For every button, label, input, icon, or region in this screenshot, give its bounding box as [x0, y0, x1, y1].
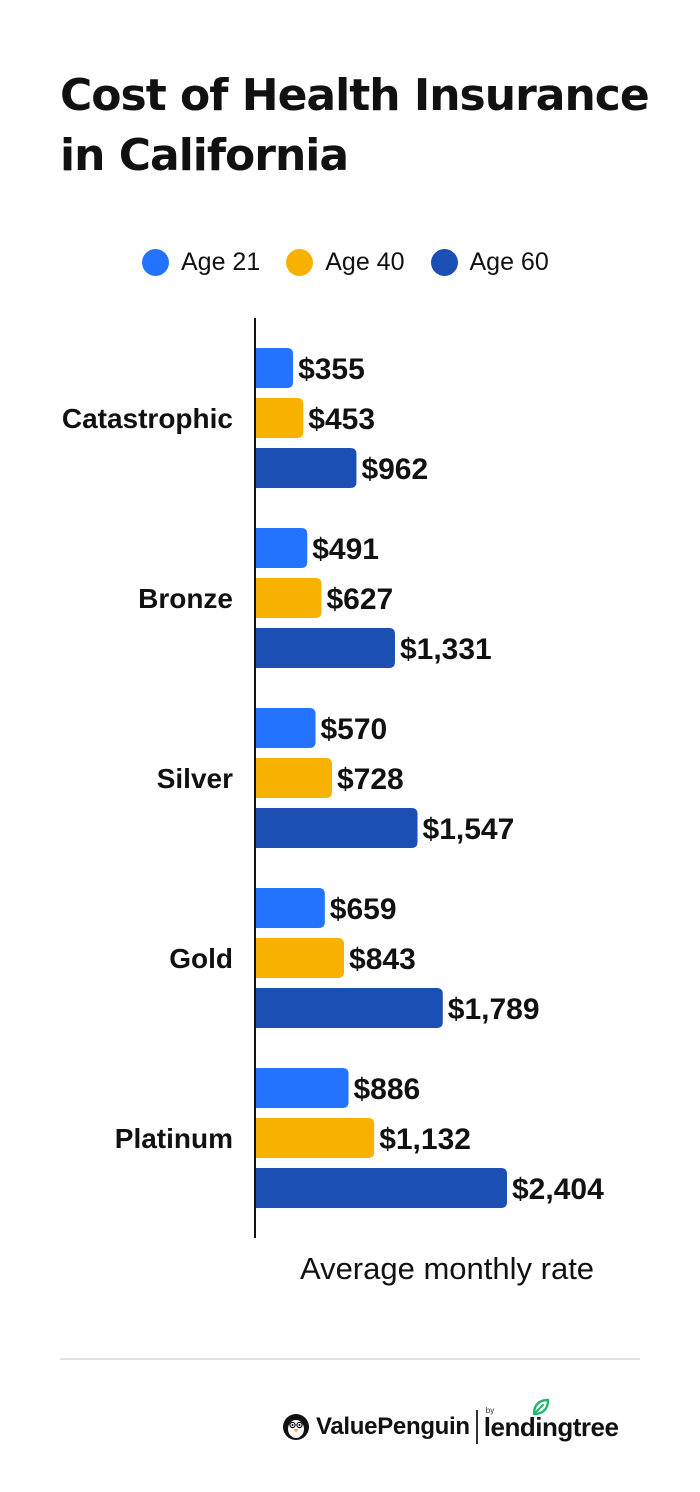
penguin-icon: [283, 1414, 309, 1440]
bar: [256, 988, 443, 1028]
category-label: Silver: [157, 763, 233, 794]
category-label: Catastrophic: [62, 403, 233, 434]
bar: [256, 398, 304, 438]
category-label: Bronze: [138, 583, 233, 614]
data-label: $2,404: [512, 1173, 604, 1206]
bar: [256, 938, 345, 978]
x-axis-label: Average monthly rate: [300, 1251, 594, 1286]
legend-label-age-40: Age 40: [325, 247, 405, 276]
bar: [256, 1168, 507, 1208]
data-label: $627: [326, 583, 393, 616]
data-label: $1,331: [400, 633, 492, 666]
legend-item-age-21: Age 21: [142, 248, 260, 277]
bar: [256, 528, 308, 568]
legend-swatch-age-40: [286, 248, 314, 276]
data-label: $570: [321, 713, 388, 746]
data-label: $1,789: [448, 993, 540, 1026]
brand-valuepenguin: ValuePenguin: [316, 1413, 470, 1440]
legend-label-age-21: Age 21: [181, 247, 261, 276]
legend-item-age-40: Age 40: [286, 247, 405, 277]
legend: Age 21 Age 40 Age 60: [142, 246, 549, 278]
legend-label-age-60: Age 60: [469, 247, 549, 276]
data-label: $843: [349, 943, 416, 976]
bar: [256, 1118, 375, 1158]
chart-title: Cost of Health Insurance in California: [60, 70, 650, 181]
legend-item-age-60: Age 60: [430, 247, 549, 277]
data-label: $886: [354, 1073, 421, 1106]
data-label: $659: [330, 893, 397, 926]
brand-separator: [475, 1410, 478, 1444]
data-label: $1,547: [423, 813, 515, 846]
data-label: $1,132: [379, 1123, 471, 1156]
data-label: $962: [361, 453, 428, 486]
bar: [256, 448, 357, 488]
legend-swatch-age-60: [430, 248, 458, 276]
bar: [256, 758, 333, 798]
leaf-icon: [532, 1398, 549, 1415]
category-label: Gold: [169, 943, 233, 974]
bar: [256, 888, 325, 928]
footer-brand: ValuePenguin by lendingtree: [282, 1398, 619, 1452]
bar-chart: Catastrophic$355$453$962Bronze$491$627$1…: [62, 318, 604, 1286]
category-label: Platinum: [115, 1123, 233, 1154]
brand-by-label: by: [485, 1405, 495, 1415]
data-label: $355: [298, 353, 365, 386]
bar: [256, 808, 418, 848]
data-label: $728: [337, 763, 404, 796]
brand-lendingtree-wrap: by lendingtree: [483, 1398, 619, 1443]
bar: [256, 578, 322, 618]
bar: [256, 1068, 349, 1108]
data-label: $491: [312, 533, 379, 566]
legend-swatch-age-21: [142, 248, 169, 276]
bar: [256, 348, 294, 388]
brand-lendingtree: lendingtree: [483, 1411, 619, 1442]
footer-divider: [60, 1358, 640, 1360]
bar: [256, 708, 316, 748]
bar: [256, 628, 395, 668]
data-label: $453: [308, 403, 375, 436]
